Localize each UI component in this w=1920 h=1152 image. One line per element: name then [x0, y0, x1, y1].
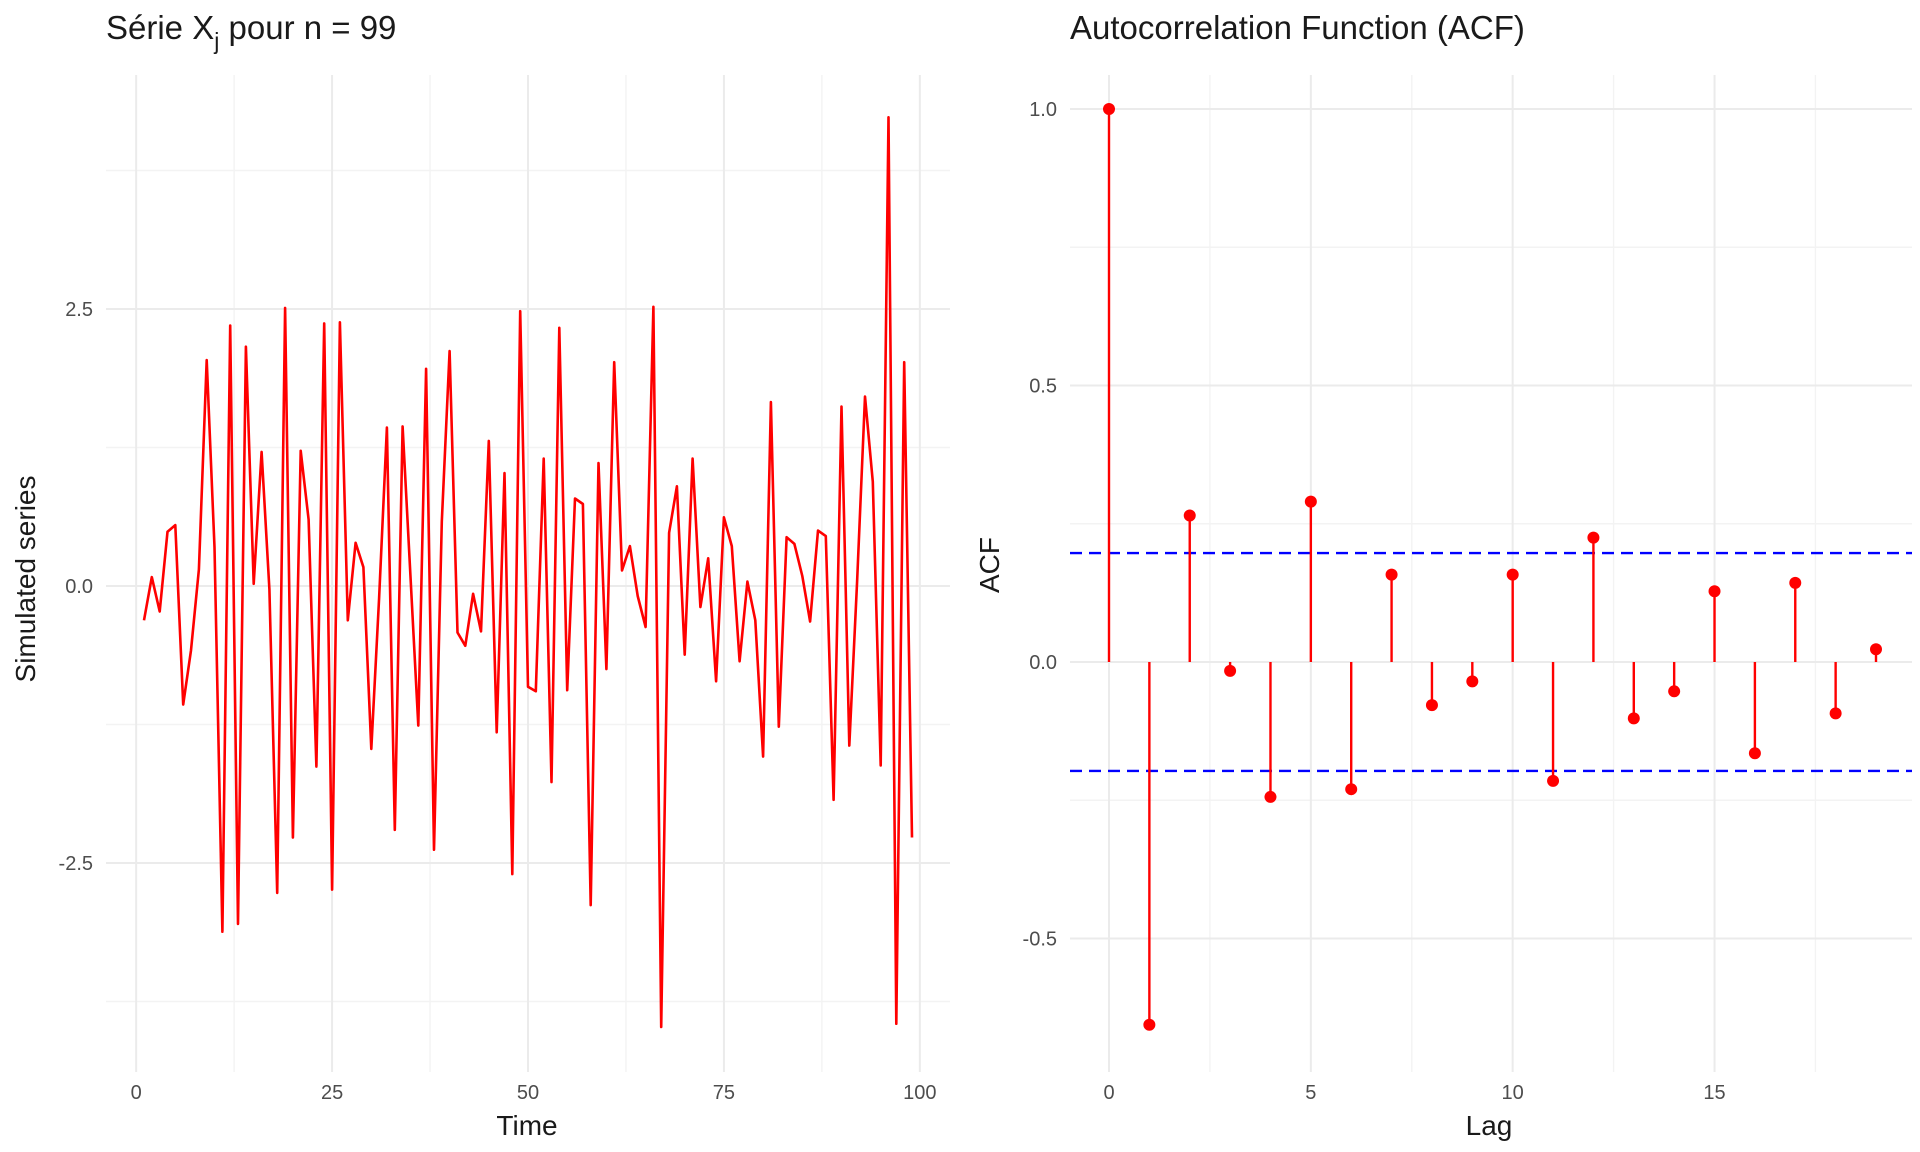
time-series-marks	[142, 116, 914, 1029]
acf-point	[1748, 747, 1761, 760]
y-tick-label: 0.5	[1029, 376, 1057, 398]
acf-panel: -0.5 0.0 0.5 1.0 0 5 10 15 Autocorrelation Fun…	[974, 9, 1912, 1141]
acf-point	[1224, 664, 1237, 677]
time-series-x-tick-labels: 0 25 50 75 100	[131, 1082, 937, 1104]
y-tick-label: -2.5	[59, 853, 93, 875]
acf-y-axis-title: ACF	[974, 537, 1005, 593]
x-tick-label: 0	[131, 1082, 142, 1104]
y-tick-label: -0.5	[1023, 929, 1057, 951]
acf-point	[1425, 699, 1438, 712]
acf-point	[1789, 576, 1802, 589]
x-tick-label: 25	[321, 1082, 343, 1104]
acf-point	[1304, 495, 1317, 508]
acf-point	[1345, 783, 1358, 796]
acf-confidence-bounds	[1070, 551, 1912, 773]
acf-point	[1506, 568, 1519, 581]
y-tick-label: 0.0	[65, 576, 93, 598]
acf-point	[1587, 531, 1600, 544]
acf-point	[1547, 774, 1560, 787]
acf-point	[1143, 1018, 1156, 1031]
acf-point	[1103, 103, 1115, 115]
x-tick-label: 0	[1103, 1082, 1114, 1104]
acf-point	[1264, 790, 1277, 803]
acf-grid	[1070, 75, 1912, 1072]
time-series-y-tick-labels: -2.5 0.0 2.5	[59, 299, 93, 875]
acf-x-tick-labels: 0 5 10 15	[1103, 1082, 1725, 1104]
acf-marks	[1103, 103, 1882, 1031]
time-series-panel: -2.5 0.0 2.5 0 25 50 75 100 Série Xj pour n = …	[10, 9, 950, 1141]
x-tick-label: 5	[1305, 1082, 1316, 1104]
time-series-title: Série Xj pour n = 99	[106, 9, 396, 54]
acf-point	[1668, 685, 1681, 698]
acf-point	[1870, 643, 1882, 656]
y-tick-label: 2.5	[65, 299, 93, 321]
acf-point	[1627, 712, 1640, 725]
time-series-y-axis-title: Simulated series	[10, 476, 41, 683]
time-series-title-subscript: j	[213, 28, 219, 54]
x-tick-label: 15	[1703, 1082, 1725, 1104]
acf-y-tick-labels: -0.5 0.0 0.5 1.0	[1023, 99, 1057, 951]
x-tick-label: 50	[517, 1082, 539, 1104]
acf-x-axis-title: Lag	[1466, 1110, 1513, 1141]
series-line	[142, 116, 914, 1029]
x-tick-label: 10	[1502, 1082, 1524, 1104]
acf-point	[1708, 585, 1721, 598]
time-series-x-axis-title: Time	[496, 1110, 557, 1141]
acf-point	[1385, 568, 1398, 581]
acf-title: Autocorrelation Function (ACF)	[1070, 9, 1525, 46]
y-tick-label: 0.0	[1029, 652, 1057, 674]
acf-point	[1829, 707, 1842, 720]
acf-point	[1183, 509, 1196, 522]
y-tick-label: 1.0	[1029, 99, 1057, 121]
x-tick-label: 75	[713, 1082, 735, 1104]
acf-point	[1466, 675, 1479, 688]
x-tick-label: 100	[903, 1082, 936, 1104]
